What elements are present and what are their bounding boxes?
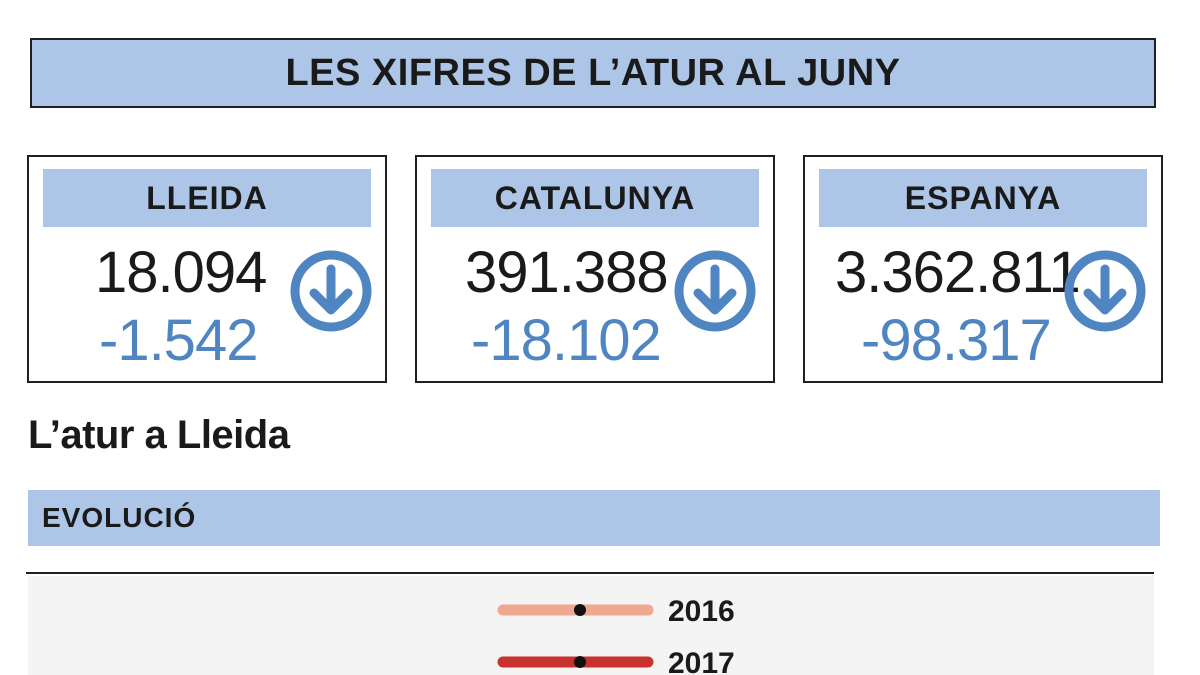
chart-plot-area <box>28 576 1154 675</box>
divider <box>26 572 1154 574</box>
unemployment-change: -18.102 <box>471 308 662 373</box>
unemployment-change: -1.542 <box>99 308 258 373</box>
card-espanya: ESPANYA 3.362.811 -98.317 <box>803 155 1163 383</box>
unemployment-total: 391.388 <box>465 240 669 305</box>
unemployment-change: -98.317 <box>861 308 1052 373</box>
unemployment-total: 18.094 <box>95 240 267 305</box>
section-subheader: EVOLUCIÓ <box>28 490 1160 546</box>
unemployment-total: 3.362.811 <box>835 240 1081 305</box>
card-label: CATALUNYA <box>431 169 759 227</box>
infographic-title: LES XIFRES DE L’ATUR AL JUNY <box>30 38 1156 108</box>
card-catalunya: CATALUNYA 391.388 -18.102 <box>415 155 775 383</box>
card-label: ESPANYA <box>819 169 1147 227</box>
arrow-down-circle-icon <box>1064 250 1146 332</box>
arrow-down-circle-icon <box>290 250 372 332</box>
section-title: L’atur a Lleida <box>28 413 290 457</box>
card-label: LLEIDA <box>43 169 371 227</box>
arrow-down-circle-icon <box>674 250 756 332</box>
card-lleida: LLEIDA 18.094 -1.542 <box>27 155 387 383</box>
